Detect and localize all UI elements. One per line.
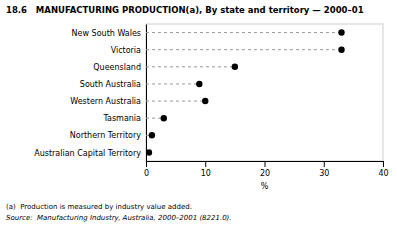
- x-tick-label: 0: [144, 169, 149, 178]
- stem: [146, 32, 342, 33]
- y-tick: Tasmania: [102, 114, 146, 123]
- y-tick: Australian Capital Territory: [34, 148, 146, 157]
- y-tick-label: Australian Capital Territory: [34, 148, 141, 157]
- x-axis: 0 10 20 30 40: [144, 161, 389, 178]
- y-tick-label: South Australia: [80, 80, 141, 89]
- y-tick-label: Western Australia: [70, 97, 141, 106]
- marks: [146, 29, 345, 155]
- stem: [146, 83, 199, 84]
- dot: [202, 98, 208, 104]
- x-tick-label: 40: [378, 169, 388, 178]
- y-axis-line: [146, 25, 147, 162]
- dot: [232, 64, 238, 70]
- y-tick-label: New South Wales: [72, 29, 141, 38]
- x-tick-mark: [265, 161, 266, 167]
- dot: [338, 29, 344, 35]
- x-axis-label: %: [261, 182, 269, 191]
- title: 18.6 MANUFACTURING PRODUCTION(a), By sta…: [6, 5, 364, 15]
- stem: [146, 49, 342, 50]
- y-tick: Victoria: [111, 46, 146, 55]
- y-tick: Northern Territory: [70, 131, 146, 140]
- x-tick: 10: [201, 161, 211, 178]
- x-tick-mark: [324, 161, 325, 167]
- plot: 0 10 20 30 40% New South Wales Victoria Queensl…: [34, 24, 388, 191]
- y-tick: Queensland: [93, 63, 146, 72]
- y-tick: South Australia: [80, 80, 146, 89]
- y-tick-label: Northern Territory: [70, 131, 141, 140]
- footnote: (a) Production is measured by industry v…: [6, 203, 192, 211]
- dot: [161, 115, 167, 121]
- chart: 18.6 MANUFACTURING PRODUCTION(a), By sta…: [0, 0, 397, 227]
- dot: [196, 81, 202, 87]
- y-tick: Western Australia: [70, 97, 146, 106]
- x-tick-mark: [205, 161, 206, 167]
- x-tick: 0: [144, 161, 149, 178]
- y-tick-label: Victoria: [111, 46, 141, 55]
- x-tick-label: 20: [260, 169, 270, 178]
- x-tick-label: 30: [319, 169, 329, 178]
- dot: [146, 149, 152, 155]
- x-tick: 40: [378, 161, 388, 178]
- y-tick: New South Wales: [72, 29, 146, 38]
- plot-frame: [146, 24, 383, 161]
- x-axis-line: [147, 162, 384, 168]
- y-tick-label: Queensland: [93, 63, 141, 72]
- x-tick-mark: [383, 161, 384, 167]
- dot: [149, 132, 155, 138]
- y-axis: New South Wales Victoria Queensland South A…: [34, 25, 146, 162]
- stem: [146, 66, 235, 67]
- footnote: Source: Manufacturing Industry, Australi…: [6, 214, 232, 222]
- x-tick: 20: [260, 161, 270, 178]
- x-tick-label: 10: [201, 169, 211, 178]
- x-tick-mark: [146, 161, 147, 167]
- x-tick: 30: [319, 161, 329, 178]
- y-tick-label: Tasmania: [102, 114, 141, 123]
- stem: [146, 101, 205, 102]
- dot: [338, 46, 344, 52]
